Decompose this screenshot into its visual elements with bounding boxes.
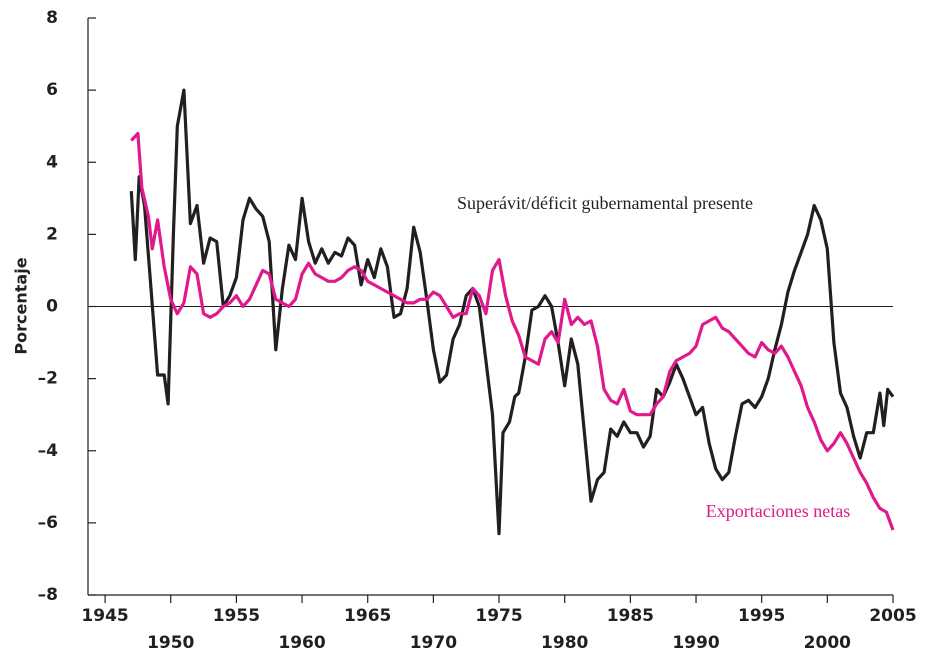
y-tick-label: –6 [38,513,58,533]
x-tick-label: 2000 [804,633,851,653]
x-tick-label: 1960 [278,633,325,653]
series-label: Exportaciones netas [706,501,850,521]
x-tick-label: 1950 [147,633,194,653]
x-tick-label: 1980 [541,633,588,653]
y-tick-label: 6 [46,80,58,100]
y-tick-label: –8 [38,585,58,605]
x-tick-label: 1995 [738,606,785,626]
y-tick-label: 2 [46,224,58,244]
y-tick-label: –2 [38,369,58,389]
y-axis-label: Porcentaje [12,257,31,354]
x-tick-label: 1955 [213,606,260,626]
x-tick-label: 1970 [410,633,457,653]
y-tick-label: –4 [38,441,59,461]
x-tick-label: 1985 [607,606,654,626]
y-tick-label: 4 [46,152,58,172]
x-tick-label: 1965 [344,606,391,626]
line [130,131,895,531]
line [129,88,895,536]
x-tick-label: 1945 [81,606,128,626]
series-label: Superávit/déficit gubernamental presente [457,193,753,213]
y-tick-label: 0 [46,297,58,317]
x-tick-label: 2005 [869,606,916,626]
x-tick-label: 1975 [475,606,522,626]
y-tick-label: 8 [46,8,58,28]
x-tick-label: 1990 [672,633,719,653]
